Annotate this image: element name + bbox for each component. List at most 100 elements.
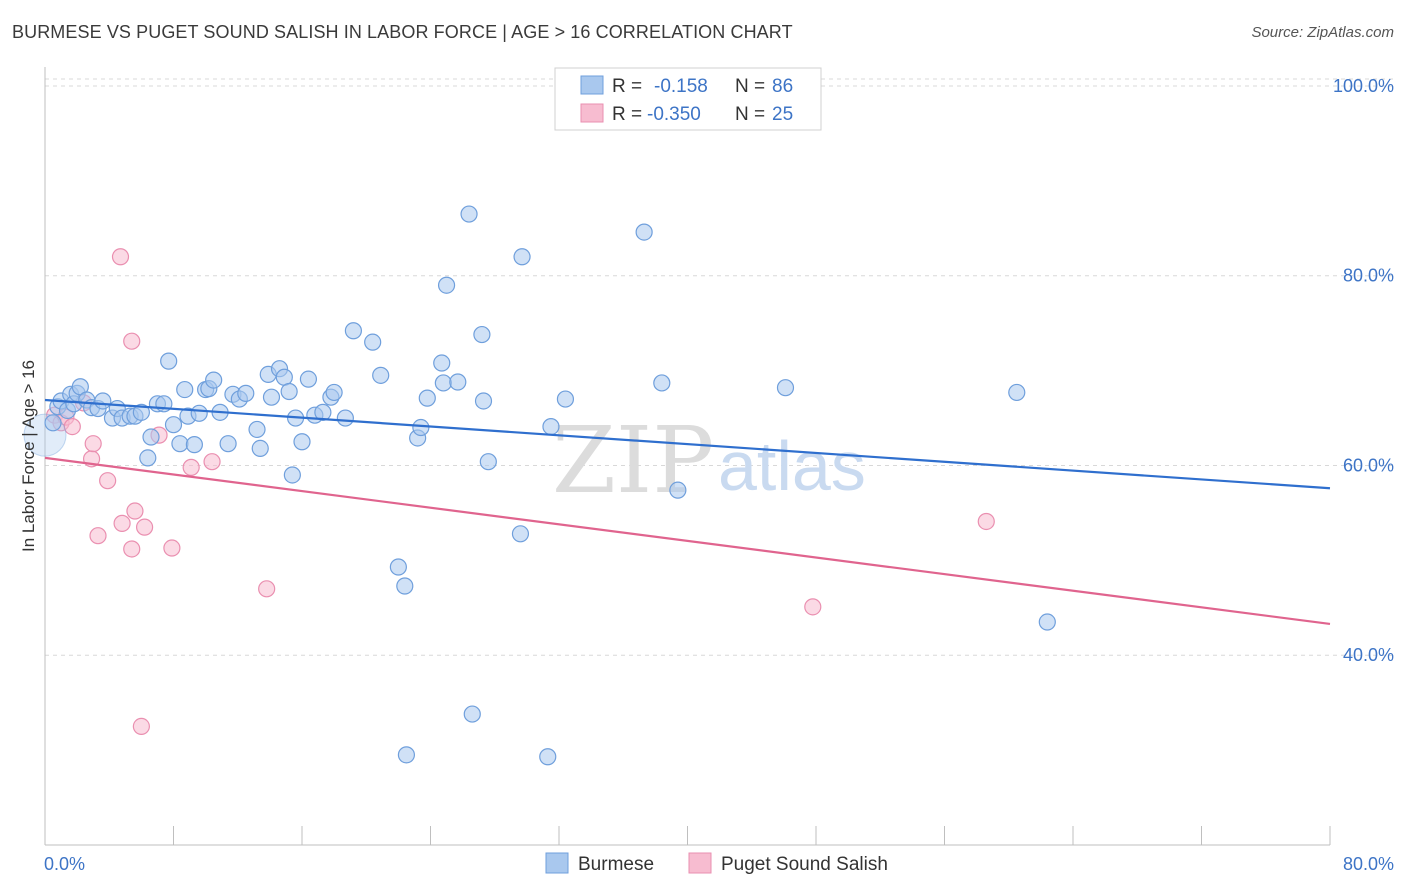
- burmese-point: [314, 403, 332, 421]
- salish-point: [135, 518, 154, 536]
- x-tick-label: 80.0%: [1343, 854, 1394, 874]
- salish-point: [163, 539, 181, 557]
- bottom-legend: Burmese Puget Sound Salish: [545, 852, 888, 875]
- legend-swatch-salish: [580, 103, 604, 123]
- salish-point: [126, 502, 144, 520]
- burmese-point: [556, 390, 575, 408]
- salish-trend-line: [44, 456, 1331, 626]
- burmese-point: [434, 374, 452, 392]
- burmese-point: [1038, 613, 1056, 631]
- burmese-point: [171, 435, 189, 453]
- burmese-point: [205, 371, 223, 389]
- burmese-point: [299, 370, 318, 388]
- burmese-point: [293, 433, 311, 451]
- salish-point: [203, 453, 221, 471]
- burmese-point: [412, 418, 430, 437]
- legend-swatch-burmese: [580, 75, 604, 95]
- burmese-point: [344, 322, 362, 340]
- legend-r-value: -0.158: [654, 76, 708, 97]
- burmese-point: [372, 366, 390, 384]
- burmese-point: [251, 439, 269, 458]
- burmese-point: [776, 379, 795, 397]
- burmese-trend-line: [44, 398, 1331, 490]
- burmese-point: [635, 223, 653, 241]
- salish-point: [99, 472, 117, 490]
- legend-n-value: 86: [772, 76, 793, 97]
- salish-point: [113, 514, 131, 532]
- burmese-point: [219, 435, 237, 453]
- bottom-legend-burmese: Burmese: [578, 854, 654, 875]
- burmese-point: [511, 525, 530, 543]
- bottom-legend-swatch-salish: [688, 852, 712, 874]
- burmese-point: [325, 383, 343, 402]
- salish-point: [89, 527, 107, 545]
- burmese-point: [463, 705, 481, 723]
- y-tick-label: 60.0%: [1343, 455, 1394, 475]
- salish-point: [804, 598, 822, 616]
- burmese-point: [474, 392, 493, 410]
- legend-r-label: R =: [612, 76, 642, 97]
- burmese-point: [513, 248, 531, 266]
- tick-labels: 40.0% 60.0% 80.0% 100.0% 0.0% 80.0%: [44, 76, 1394, 874]
- burmese-points: [23, 205, 1056, 766]
- legend-n-value: 25: [772, 104, 793, 125]
- burmese-point: [653, 374, 671, 392]
- burmese-point: [139, 449, 157, 467]
- burmese-point: [190, 404, 208, 422]
- watermark: ZIP atlas: [552, 407, 866, 514]
- legend-r-label: R =: [612, 104, 642, 125]
- salish-point: [63, 417, 81, 436]
- burmese-point: [396, 577, 414, 595]
- burmese-point: [185, 436, 203, 454]
- burmese-point: [539, 748, 557, 766]
- burmese-point: [1008, 383, 1026, 402]
- chart-title: BURMESE VS PUGET SOUND SALISH IN LABOR F…: [12, 22, 793, 42]
- legend-r-value: -0.350: [647, 104, 701, 125]
- salish-point: [123, 332, 141, 350]
- burmese-point: [669, 481, 687, 499]
- legend-n-label: N =: [735, 104, 765, 125]
- salish-point: [258, 580, 276, 598]
- burmese-point: [449, 373, 467, 391]
- salish-point: [84, 435, 102, 453]
- burmese-point: [164, 416, 183, 434]
- bottom-legend-swatch-burmese: [545, 852, 569, 874]
- burmese-point: [473, 325, 491, 344]
- salish-point: [111, 248, 130, 266]
- burmese-point: [142, 428, 160, 446]
- burmese-point: [437, 276, 456, 294]
- burmese-point: [94, 392, 112, 410]
- axes: [44, 67, 1331, 846]
- bottom-legend-salish: Puget Sound Salish: [721, 854, 888, 875]
- salish-point: [132, 717, 150, 736]
- burmese-point: [542, 417, 560, 436]
- y-tick-label: 100.0%: [1333, 76, 1394, 96]
- burmese-point: [262, 388, 281, 406]
- burmese-point: [336, 409, 354, 427]
- burmese-point: [275, 368, 293, 386]
- burmese-point: [479, 453, 497, 471]
- burmese-point: [283, 466, 301, 484]
- y-tick-label: 80.0%: [1343, 266, 1394, 286]
- watermark-atlas: atlas: [718, 427, 866, 505]
- burmese-point: [397, 746, 416, 764]
- salish-point: [182, 458, 200, 476]
- grid-lines: [45, 78, 1395, 656]
- burmese-point: [132, 403, 150, 421]
- legend-box: R = -0.158 N = 86 R = -0.350 N = 25: [554, 67, 822, 131]
- burmese-point: [160, 352, 178, 370]
- burmese-point: [418, 389, 436, 407]
- x-tick-label: 0.0%: [44, 854, 85, 874]
- y-axis-label: In Labor Force | Age > 16: [19, 360, 38, 552]
- y-tick-label: 40.0%: [1343, 645, 1394, 665]
- burmese-point: [433, 354, 451, 372]
- trend-lines: [44, 398, 1331, 626]
- burmese-point: [237, 384, 255, 402]
- burmese-point: [248, 420, 266, 439]
- source-credit: Source: ZipAtlas.com: [1251, 24, 1394, 41]
- legend-n-label: N =: [735, 76, 765, 97]
- burmese-point: [364, 333, 382, 351]
- watermark-zip: ZIP: [552, 407, 714, 514]
- burmese-point: [389, 558, 407, 576]
